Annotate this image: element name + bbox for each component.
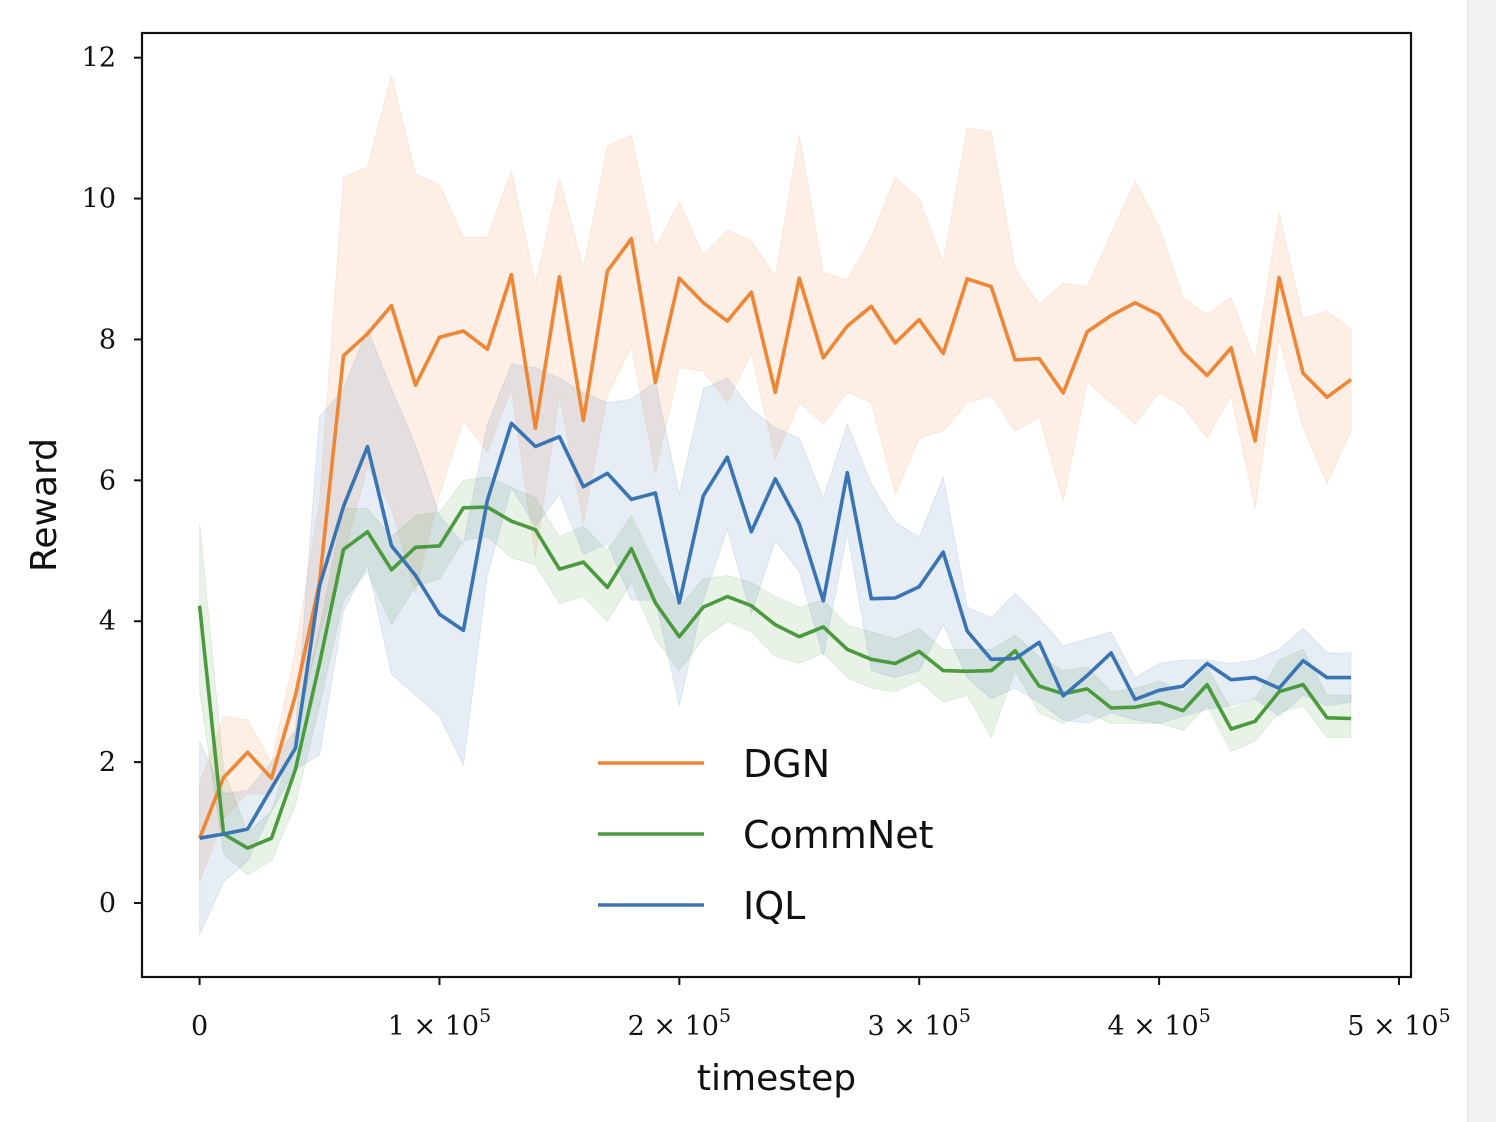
y-tick-label: 12: [82, 43, 116, 74]
y-tick-label: 8: [99, 324, 116, 355]
x-axis-title: timestep: [697, 1058, 856, 1099]
y-tick-label: 0: [99, 888, 116, 919]
x-axis-ticks: 0 1 × 105 2 × 105 3 × 105 4 × 105 5 × 105: [191, 977, 1451, 1042]
series-lines: [197, 236, 1353, 850]
confidence-bands: [199, 75, 1352, 935]
y-tick-label: 2: [99, 747, 116, 778]
x-tick-label: 0: [191, 1011, 208, 1042]
x-tick-label: 2 × 105: [628, 1005, 731, 1042]
y-tick-label: 4: [99, 606, 116, 637]
x-tick-label: 4 × 105: [1107, 1005, 1210, 1042]
y-tick-label: 10: [82, 184, 116, 215]
window-edge-strip: [1467, 0, 1496, 1122]
legend: DGN CommNet IQL: [598, 742, 934, 928]
iql-series-line: [199, 421, 1351, 840]
dgn-series-line: [197, 236, 1353, 839]
x-tick-label: 1 × 105: [388, 1005, 491, 1042]
x-tick-label: 5 × 105: [1347, 1005, 1450, 1042]
y-tick-label: 6: [99, 465, 116, 496]
y-axis-ticks: 0 2 4 6 8 10 12: [82, 43, 142, 919]
x-tick-label: 3 × 105: [868, 1005, 971, 1042]
legend-label-iql: IQL: [743, 884, 805, 928]
y-axis-title: Reward: [24, 438, 65, 572]
commnet-confidence-band: [199, 476, 1352, 876]
commnet-series-line: [197, 505, 1352, 850]
plot-area-frame: [140, 31, 1413, 979]
iql-confidence-band: [199, 327, 1352, 935]
legend-label-dgn: DGN: [743, 742, 830, 786]
dgn-confidence-band: [199, 75, 1352, 883]
legend-label-commnet: CommNet: [743, 813, 934, 857]
